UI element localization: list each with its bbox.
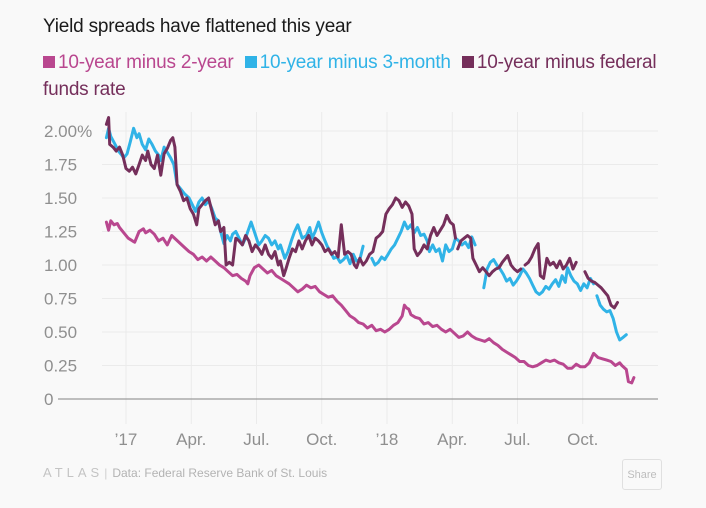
x-tick-label: Apr.: [176, 430, 206, 449]
series-line: [583, 270, 619, 310]
series-10y-2y: [104, 219, 636, 385]
y-tick-label: 0.25: [44, 357, 77, 376]
series-line: [104, 126, 365, 266]
series-line: [104, 116, 457, 278]
x-axis-ticks: ’17 Apr. Jul. Oct. ’18 Apr. Jul. Oct.: [115, 430, 599, 449]
y-tick-label: 0.50: [44, 323, 77, 342]
series-10y-ffr: [104, 116, 619, 310]
x-tick-label: ’17: [115, 430, 138, 449]
series-line: [104, 219, 636, 385]
y-tick-label: 2.00%: [44, 122, 92, 141]
series-10y-3m: [104, 126, 628, 342]
x-tick-label: ’18: [376, 430, 399, 449]
x-tick-label: Jul.: [243, 430, 269, 449]
series-lines: [104, 116, 636, 385]
legend-item-10y-2y: 10-year minus 2-year: [43, 52, 234, 73]
series-line: [370, 220, 477, 267]
y-tick-label: 0.75: [44, 290, 77, 309]
footer-separator: |: [104, 466, 108, 480]
legend-swatch-10y-3m: [244, 56, 257, 68]
series-line: [456, 234, 523, 278]
legend-label: 10-year minus federal funds rate: [43, 52, 657, 100]
legend: 10-year minus 2-year 10-year minus 3-mon…: [43, 49, 663, 103]
share-button[interactable]: Share: [622, 459, 662, 490]
legend-item-10y-ffr: 10-year minus federal funds rate: [43, 52, 657, 100]
legend-swatch-10y-ffr: [461, 56, 474, 68]
gridlines: [102, 112, 658, 424]
x-tick-label: Apr.: [437, 430, 467, 449]
series-line: [482, 258, 596, 296]
x-tick-label: Oct.: [567, 430, 598, 449]
atlas-logo: ATLAS: [43, 465, 104, 480]
x-tick-label: Jul.: [504, 430, 530, 449]
x-tick-label: Oct.: [306, 430, 337, 449]
legend-label: 10-year minus 2-year: [58, 52, 234, 73]
legend-swatch-10y-2y: [43, 56, 55, 68]
data-source: Data: Federal Reserve Bank of St. Louis: [112, 466, 328, 480]
y-tick-label: 1.25: [44, 223, 77, 242]
footer: ATLAS| Data: Federal Reserve Bank of St. …: [43, 465, 327, 480]
series-line: [523, 242, 578, 280]
y-tick-label: 0: [44, 390, 53, 409]
chart-title: Yield spreads have flattened this year: [43, 16, 352, 37]
y-tick-label: 1.75: [44, 156, 77, 175]
y-axis-ticks: 0 0.25 0.50 0.75 1.00 1.25 1.50 1.75 2.00%: [44, 122, 92, 409]
legend-label: 10-year minus 3-month: [259, 52, 451, 73]
series-line: [595, 294, 628, 342]
y-tick-label: 1.50: [44, 189, 77, 208]
y-tick-label: 1.00: [44, 256, 77, 275]
legend-item-10y-3m: 10-year minus 3-month: [244, 52, 451, 73]
